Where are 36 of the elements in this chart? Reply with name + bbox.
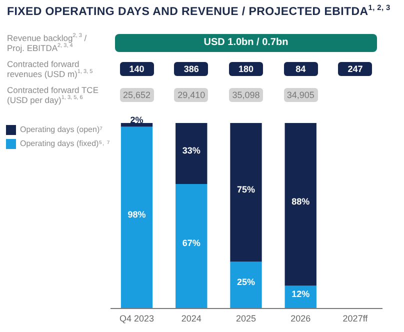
text: 29,410 [174, 88, 208, 102]
data-label: 12% [292, 288, 310, 299]
text: 34,905 [284, 88, 318, 102]
bar [176, 184, 208, 308]
text: Contracted forward TCE (USD per day)$^{1, 3, 5, 6}$ [7, 85, 100, 105]
bar [230, 123, 262, 262]
data-label: 98% [128, 209, 146, 220]
bar [120, 126, 153, 308]
data-label: 33% [182, 146, 200, 156]
x-tick-label: 2027ff [342, 314, 368, 324]
data-label: 25% [236, 276, 256, 287]
text: 84 [284, 62, 318, 76]
text: 180 [229, 62, 263, 76]
bar [230, 262, 262, 308]
text: 35,098 [229, 88, 263, 102]
x-tick-label: 2024 [181, 314, 202, 324]
text: 386 [174, 62, 208, 76]
bar [284, 123, 316, 286]
text: Contracted forward revenues (USD m)$^{1, 3, 5}$ [7, 59, 94, 79]
data-label: 75% [236, 184, 256, 194]
text: 140 [120, 62, 154, 76]
data-label: 67% [182, 238, 200, 248]
text: Revenue backlog$^{2, 3}$ / Proj. EBITDA$^{2, 3, 4}$ [7, 33, 87, 53]
text: 25,652 [120, 88, 154, 102]
chart-title: FIXED OPERATING DAYS AND REVENUE / PROJECTED EBITDA$^{1, 2, 3}$ [7, 3, 390, 18]
bar [176, 123, 208, 184]
legend-label: Operating days (fixed)⁵˒ ⁷ [20, 139, 110, 148]
legend-label: Operating days (open)⁷ [20, 125, 103, 134]
x-tick-label: 2025 [236, 314, 256, 324]
data-label: 2% [130, 115, 144, 125]
data-label: 88% [292, 196, 310, 206]
x-tick-label: 2026 [290, 314, 311, 324]
text: 247 [338, 62, 372, 76]
x-tick-label: Q4 2023 [119, 314, 154, 324]
bar [120, 123, 153, 127]
text: USD 1.0bn / 0.7bn [114, 34, 378, 52]
